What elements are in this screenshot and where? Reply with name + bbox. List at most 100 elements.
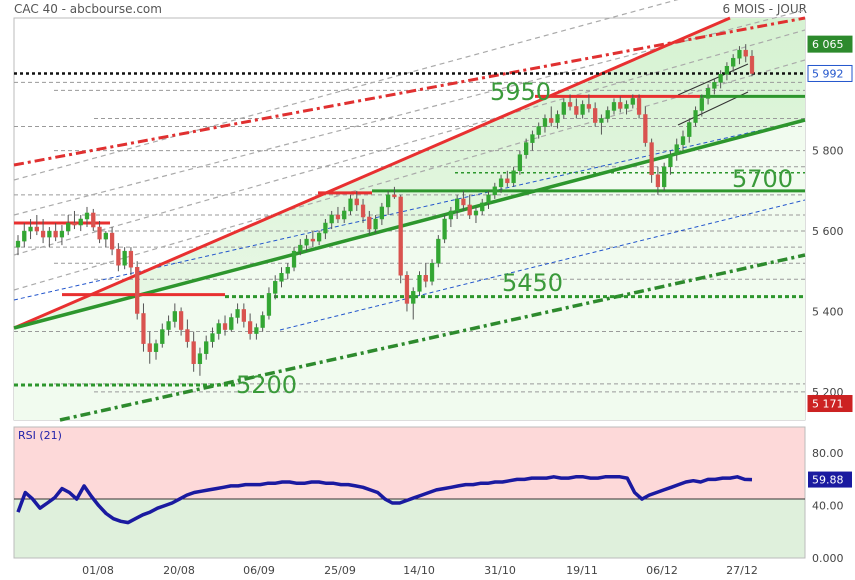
x-tick-label: 06/12 [646, 564, 678, 577]
price-tag-label: 6 065 [812, 38, 844, 51]
candle-body [505, 178, 510, 184]
candle-body [160, 329, 165, 344]
candle-body [599, 118, 604, 123]
candle-body [78, 218, 83, 226]
candle-body [712, 82, 717, 89]
candle-body [392, 194, 397, 198]
candle-body [586, 104, 592, 109]
candle-body [103, 232, 108, 240]
candle-body [235, 309, 240, 318]
candle-body [699, 98, 704, 111]
candle-body [304, 238, 309, 246]
candle-body [222, 323, 228, 330]
candle-body [605, 110, 610, 119]
candle-body [109, 232, 115, 250]
candle-body [40, 230, 46, 238]
level-label-5200: 5200 [236, 371, 297, 399]
candle-body [34, 226, 39, 232]
candle-body [141, 313, 146, 344]
candle-body [674, 144, 679, 155]
candle-body [624, 104, 629, 109]
rsi-title: RSI (21) [18, 429, 62, 442]
candle-body [530, 134, 535, 143]
candle-body [618, 102, 623, 109]
price-tag-box [807, 395, 853, 413]
candle-body [373, 218, 378, 230]
candle-body [66, 222, 71, 232]
rsi-oversold-zone [14, 499, 805, 558]
candle-body [329, 214, 334, 224]
rsi-frame [13, 426, 806, 559]
x-tick-label: 27/12 [726, 564, 758, 577]
candle-body [91, 212, 96, 228]
candle-body [291, 250, 297, 268]
candle-body [116, 248, 121, 266]
candle-body [197, 353, 203, 364]
candle-body [718, 74, 723, 83]
level-label-5950: 5950 [490, 78, 551, 106]
rsi-overbought-zone [14, 427, 805, 500]
candle-body [53, 230, 58, 238]
candle-body [524, 142, 529, 155]
candle-body [59, 230, 65, 238]
candle-body [536, 126, 541, 135]
period-label: 6 MOIS - JOUR [722, 2, 807, 16]
candle-body [411, 291, 416, 304]
candle-body [335, 214, 341, 220]
candle-body [693, 110, 698, 123]
candle-body [555, 114, 560, 123]
candle-body [216, 323, 221, 334]
candle-body [480, 202, 485, 212]
candle-body [705, 88, 711, 99]
x-tick-label: 19/11 [566, 564, 598, 577]
candle-body [467, 204, 472, 216]
candle-body [128, 250, 134, 268]
candle-body [580, 104, 585, 115]
candle-body [429, 262, 435, 282]
dashed-channel-line [13, 9, 806, 216]
level-label-5700: 5700 [732, 165, 793, 193]
resistance-line [13, 16, 731, 330]
candle-body [354, 198, 359, 206]
candle-body [298, 244, 303, 252]
price-tag-box [807, 35, 853, 53]
candle-body [749, 55, 755, 74]
candle-body [611, 102, 617, 111]
candle-body [455, 198, 460, 212]
candle-body [574, 106, 579, 115]
candle-body [47, 230, 52, 238]
candle-body [360, 204, 366, 218]
candle-body [423, 275, 428, 282]
candle-body [649, 142, 654, 176]
candle-body [247, 321, 253, 334]
candle-body [342, 210, 347, 220]
candle-body [593, 108, 598, 123]
candle-body [279, 273, 284, 282]
candle-body [687, 122, 692, 137]
blue-dashed-line-lower [279, 199, 806, 331]
candle-body [185, 329, 190, 342]
candle-body [316, 232, 322, 242]
candle-body [643, 114, 648, 143]
candle-body [680, 136, 686, 145]
candle-body [229, 317, 234, 330]
candle-body [461, 198, 466, 206]
candle-body [517, 154, 523, 172]
level-label-5450: 5450 [502, 269, 563, 297]
candle-body [724, 65, 730, 75]
candle-body [743, 49, 748, 57]
rsi-last-tag [808, 471, 852, 488]
candle-body [310, 238, 315, 242]
candle-body [448, 210, 454, 220]
x-tick-label: 14/10 [403, 564, 435, 577]
candle-body [398, 196, 403, 276]
candle-body [15, 240, 21, 248]
candle-body [147, 343, 152, 352]
candle-body [404, 275, 410, 304]
candle-body [97, 226, 102, 240]
candle-body [204, 341, 209, 354]
candle-body [662, 166, 667, 188]
candle-body [567, 102, 573, 107]
